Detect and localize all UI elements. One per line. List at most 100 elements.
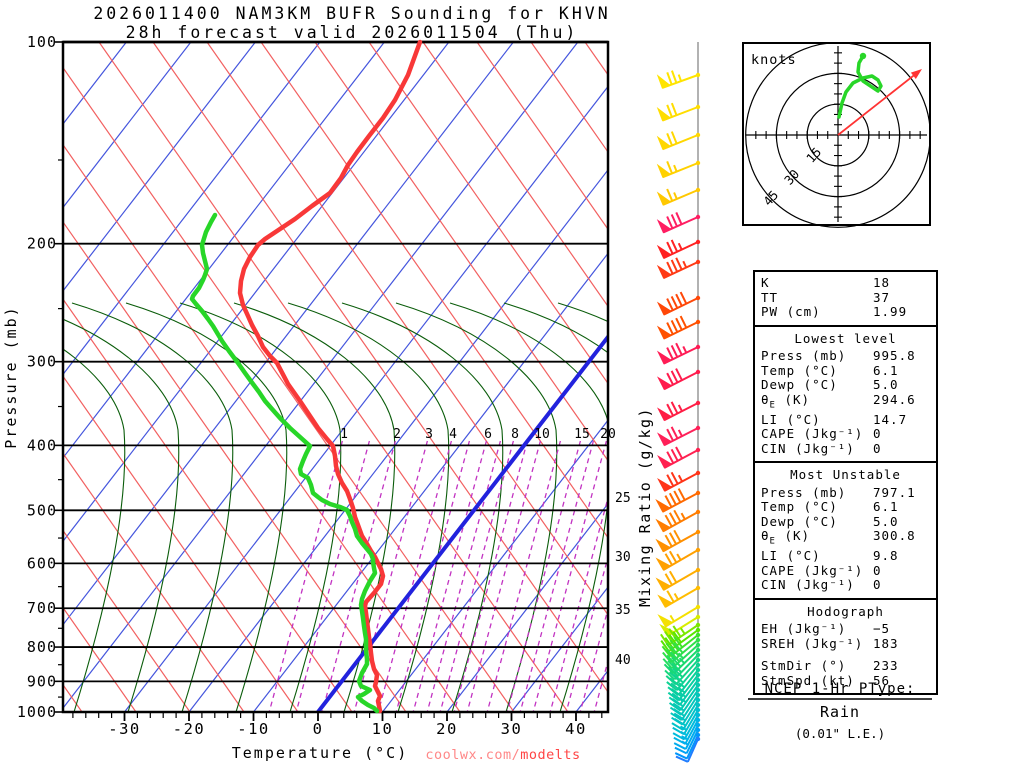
- wind-barb: [667, 672, 701, 702]
- pressure-tick-label: 200: [27, 235, 57, 253]
- wind-barb: [670, 692, 701, 721]
- storm-motion-arrowhead: [910, 69, 922, 79]
- temperature-tick-label: 40: [565, 720, 587, 738]
- temperature-tick-label: -20: [173, 720, 206, 738]
- mixing-ratio-value-label: 15: [574, 427, 590, 442]
- wind-barb: [656, 257, 701, 279]
- stats-row: θE (K) 294.6: [761, 391, 916, 410]
- wind-barb: [668, 682, 701, 712]
- wind-barb: [656, 212, 701, 234]
- wind-barb: [656, 342, 701, 365]
- mixing-ratio-value-label: 3: [425, 427, 433, 442]
- chart-title-line2: 28h forecast valid 2026011504 (Thu): [126, 23, 579, 42]
- stats-row: Dewp (°C) 5.0: [761, 377, 899, 392]
- pressure-tick-label: 1000: [17, 703, 57, 721]
- watermark-path: modelts: [520, 747, 580, 763]
- wind-barb: [656, 102, 701, 122]
- mixing-ratio-value-label: 25: [615, 491, 631, 506]
- wind-barb: [672, 712, 701, 741]
- temperature-curve: [237, 39, 423, 714]
- wind-barb: [657, 585, 701, 608]
- wind-barb: [656, 187, 701, 206]
- mixing-ratio-value-label: 4: [449, 427, 457, 442]
- zero-isotherm-line: [316, 333, 608, 712]
- chart-title-line1: 2026011400 NAM3KM BUFR Sounding for KHVN: [93, 4, 610, 23]
- mixing-ratio-value-label: 35: [615, 603, 631, 618]
- mixing-ratio-value-label: 1: [340, 427, 348, 442]
- wind-barb: [664, 652, 701, 681]
- stats-most-unstable-header: Most Unstable: [790, 467, 901, 482]
- wind-barb: [656, 315, 701, 340]
- mixing-ratio-value-label: 10: [534, 427, 550, 442]
- mixing-ratio-value-label: 30: [615, 550, 631, 565]
- wind-barb: [666, 662, 701, 692]
- wind-barb: [655, 488, 701, 513]
- stats-row: Press (mb) 797.1: [761, 484, 916, 500]
- pressure-tick-label: 300: [27, 353, 57, 371]
- stats-hodograph: Hodograph EH (Jkg⁻¹) −5 SREH (Jkg⁻¹) 183 StmD…: [755, 597, 936, 694]
- pressure-axis-label: Pressure (mb): [2, 305, 20, 448]
- hodograph-units-label: knots: [751, 52, 797, 68]
- wind-barb: [671, 702, 701, 731]
- wind-barb: [655, 509, 701, 533]
- mixing-ratio-value-label: 2: [393, 427, 401, 442]
- stats-row: EH (Jkg⁻¹) −5: [761, 621, 891, 636]
- hodograph-ring-label: 30: [781, 166, 802, 187]
- temperature-tick-label: 10: [372, 720, 394, 738]
- stats-row: Temp (°C) 6.1: [761, 499, 899, 514]
- wind-barb: [656, 425, 701, 447]
- wind-barb: [655, 567, 701, 591]
- wind-barb: [657, 470, 701, 492]
- skewt-background-lines: [63, 42, 608, 712]
- pressure-tick-label: 100: [27, 33, 57, 51]
- wind-barb: [656, 70, 701, 89]
- mixing-ratio-value-label: 40: [615, 653, 631, 668]
- stats-lowest-level-header: Lowest level: [794, 330, 897, 346]
- plot-frame: [61, 40, 610, 714]
- hodograph-trace: [837, 54, 883, 119]
- temperature-tick-label: -10: [237, 720, 270, 738]
- mixing-ratio-value-label: 6: [484, 427, 492, 442]
- storm-motion-arrow: [837, 71, 918, 136]
- pressure-tick-label: 400: [27, 436, 57, 454]
- stats-row: Dewp (°C) 5.0: [761, 513, 899, 529]
- hodograph-ring-label: 45: [760, 187, 781, 208]
- stats-most-unstable: Most Unstable Press (mb) 797.1 Temp (°C) 6.1…: [755, 461, 936, 598]
- watermark-site: coolwx.com/: [425, 747, 520, 763]
- wind-barb: [675, 736, 701, 763]
- sounding-stats-box: K 18 TT 37 PW (cm) 1.99 Lowest level Press (mb)…: [753, 270, 938, 695]
- watermark: coolwx.com/modelts: [425, 747, 580, 763]
- mixing-ratio-value-label: 20: [600, 427, 616, 442]
- mixing-ratio-value-label: 8: [511, 427, 519, 442]
- stats-row: CIN (Jkg⁻¹) 0: [761, 577, 882, 592]
- stats-indices: K 18 TT 37 PW (cm) 1.99: [755, 272, 936, 325]
- stats-row: Temp (°C) 6.1: [761, 362, 899, 378]
- stats-row: TT 37: [761, 289, 891, 305]
- dewpoint-curve: [189, 212, 380, 714]
- wind-barb: [655, 529, 701, 553]
- pressure-tick-label: 500: [27, 501, 57, 519]
- mixing-ratio-axis-label: Mixing Ratio (g/kg): [636, 407, 654, 607]
- wind-barb: [673, 722, 701, 750]
- wind-barb: [656, 160, 701, 179]
- axis-ticks: [55, 41, 603, 721]
- stats-row: CAPE (Jkg⁻¹) 0: [761, 426, 882, 441]
- wind-barb: [655, 547, 701, 571]
- pressure-tick-label: 700: [27, 599, 57, 617]
- stats-row: K 18: [761, 275, 891, 290]
- wind-barb: [656, 131, 701, 151]
- wind-barb: [656, 239, 701, 259]
- sounding-curves: [189, 39, 423, 714]
- mixing-ratio-labels: 1 2 3 4 6 8 10 15 20 25 30 35 40: [340, 427, 631, 668]
- stats-row: SREH (Jkg⁻¹) 183: [761, 635, 899, 651]
- wind-barb: [656, 400, 701, 422]
- pressure-tick-label: 900: [27, 672, 57, 690]
- stats-row: CIN (Jkg⁻¹) 0: [761, 440, 882, 456]
- stats-row: LI (°C) 14.7: [761, 411, 908, 427]
- temperature-tick-label: 20: [436, 720, 458, 738]
- stats-row: θE (K) 300.8: [761, 528, 916, 547]
- stats-row: CAPE (Jkg⁻¹) 0: [761, 562, 882, 578]
- wind-barb: [656, 291, 701, 316]
